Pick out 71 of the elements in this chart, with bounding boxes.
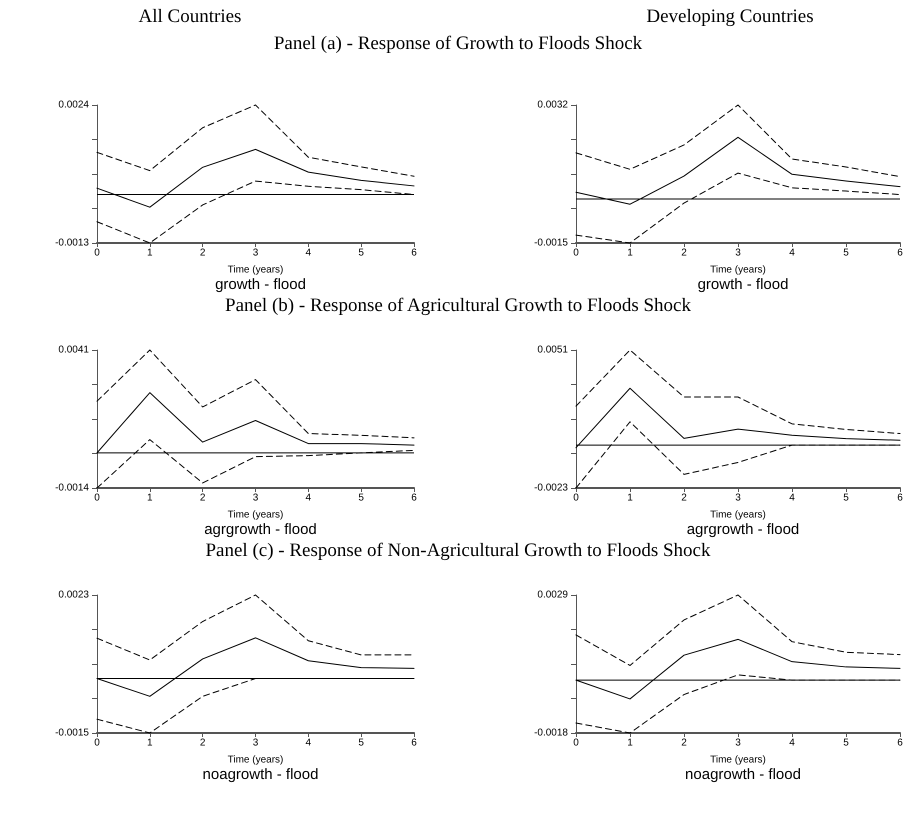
x-tick-label: 2	[681, 492, 688, 504]
y-tick-label: 0.0024	[58, 100, 90, 110]
x-axis-title: Time (years)	[228, 510, 284, 520]
x-tick-label: 2	[200, 492, 206, 504]
x-tick-label: 4	[789, 738, 796, 748]
y-tick-label: -0.0014	[55, 482, 90, 494]
x-tick-label: 6	[411, 738, 418, 748]
x-tick-label: 4	[306, 738, 312, 748]
x-tick-label: 4	[789, 492, 796, 504]
x-tick-label: 4	[306, 248, 312, 258]
x-tick-label: 5	[358, 248, 364, 258]
y-tick-label: -0.0015	[534, 238, 568, 248]
x-axis-title: Time (years)	[228, 754, 284, 766]
y-tick-label: -0.0013	[55, 238, 90, 248]
x-tick-label: 1	[147, 738, 154, 748]
x-tick-label: 1	[627, 492, 634, 504]
x-tick-label: 1	[627, 248, 634, 258]
x-tick-label: 5	[843, 248, 850, 258]
chart-title: All Countries	[138, 6, 242, 28]
x-tick-label: 0	[573, 248, 580, 258]
y-tick-label: -0.0015	[55, 728, 90, 738]
x-tick-label: 2	[200, 738, 206, 748]
text: growth - flood	[698, 276, 788, 293]
text: growth - flood	[215, 276, 306, 293]
x-tick-label: 5	[358, 492, 364, 504]
y-tick-label: 0.0032	[537, 100, 568, 110]
x-tick-label: 4	[789, 248, 796, 258]
x-tick-label: 2	[200, 248, 206, 258]
x-tick-label: 1	[147, 248, 154, 258]
x-tick-label: 0	[94, 492, 100, 504]
x-axis-title: Time (years)	[228, 264, 284, 276]
x-tick-label: 2	[681, 248, 688, 258]
x-tick-label: 6	[411, 492, 418, 504]
x-tick-label: 3	[735, 492, 742, 504]
text: Panel (b) - Response of Agricultural Growth to Floods Shock	[224, 295, 692, 317]
x-tick-label: 3	[252, 492, 259, 504]
x-tick-label: 1	[627, 738, 634, 748]
x-tick-label: 0	[573, 738, 580, 748]
x-tick-label: 3	[252, 738, 259, 748]
x-tick-label: 2	[681, 738, 688, 748]
x-tick-label: 3	[252, 248, 259, 258]
text: noagrowth - flood	[685, 766, 801, 783]
y-tick-label: 0.0041	[58, 344, 90, 356]
y-tick-label: -0.0023	[534, 482, 568, 494]
text: agrgrowth - flood	[204, 521, 317, 538]
x-axis-title: Time (years)	[710, 510, 766, 520]
text: noagrowth - flood	[202, 766, 318, 783]
text: Panel (c) - Response of Non-Agricultural Growth to Floods Shock	[204, 540, 712, 562]
y-tick-label: -0.0018	[534, 728, 568, 738]
x-tick-label: 5	[843, 738, 850, 748]
x-tick-label: 3	[735, 738, 742, 748]
y-tick-label: 0.0023	[58, 590, 90, 600]
x-tick-label: 6	[411, 248, 418, 258]
text: agrgrowth - flood	[686, 521, 800, 538]
y-tick-label: 0.0029	[537, 590, 568, 600]
x-tick-label: 5	[358, 738, 364, 748]
x-tick-label: 1	[147, 492, 154, 504]
x-tick-label: 6	[897, 492, 904, 504]
x-tick-label: 0	[94, 248, 100, 258]
x-tick-label: 4	[306, 492, 312, 504]
x-tick-label: 5	[843, 492, 850, 504]
x-axis-title: Time (years)	[710, 264, 766, 276]
chart-title: Developing Countries	[645, 6, 815, 28]
y-tick-label: 0.0051	[537, 344, 568, 356]
x-tick-label: 6	[897, 248, 904, 258]
x-tick-label: 6	[897, 738, 904, 748]
x-tick-label: 0	[573, 492, 580, 504]
x-axis-title: Time (years)	[710, 754, 766, 766]
x-tick-label: 3	[735, 248, 742, 258]
text: Panel (a) - Response of Growth to Floods Shock	[272, 33, 644, 55]
x-tick-label: 0	[94, 738, 100, 748]
